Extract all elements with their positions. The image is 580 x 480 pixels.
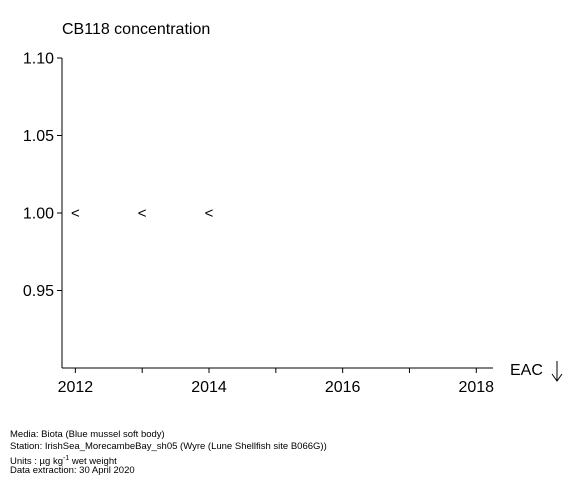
data-point: <: [138, 205, 147, 222]
units-suffix: wet weight: [69, 456, 117, 468]
data-points: < < <: [71, 205, 214, 222]
x-tick-label: 2014: [191, 379, 227, 396]
data-point: <: [71, 205, 80, 222]
x-tick-label: 2016: [325, 379, 361, 396]
footer-units: Units : µg kg-1 wet weight: [10, 453, 117, 467]
units-exponent: -1: [63, 455, 70, 462]
footer-extraction: Data extraction: 30 April 2020: [10, 465, 135, 476]
eac-arrow-head: [551, 373, 563, 382]
x-tick-label: 2012: [58, 379, 94, 396]
y-tick-label: 1.00: [23, 206, 54, 223]
footer-media: Media: Biota (Blue mussel soft body): [10, 429, 165, 440]
eac-annotation: EAC: [510, 361, 563, 382]
axes: 0.95 1.00 1.05 1.10 2012 2014 2016 2018: [23, 51, 494, 397]
eac-label: EAC: [510, 362, 543, 379]
units-prefix: Units : µg kg: [10, 456, 63, 468]
data-point: <: [205, 205, 214, 222]
chart-title: CB118 concentration: [62, 21, 210, 38]
y-tick-label: 1.10: [23, 51, 54, 68]
y-tick-label: 1.05: [23, 128, 54, 145]
footer-station: Station: IrishSea_MorecambeBay_sh05 (Wyr…: [10, 441, 327, 452]
x-tick-label: 2018: [458, 379, 494, 396]
y-tick-label: 0.95: [23, 283, 54, 300]
